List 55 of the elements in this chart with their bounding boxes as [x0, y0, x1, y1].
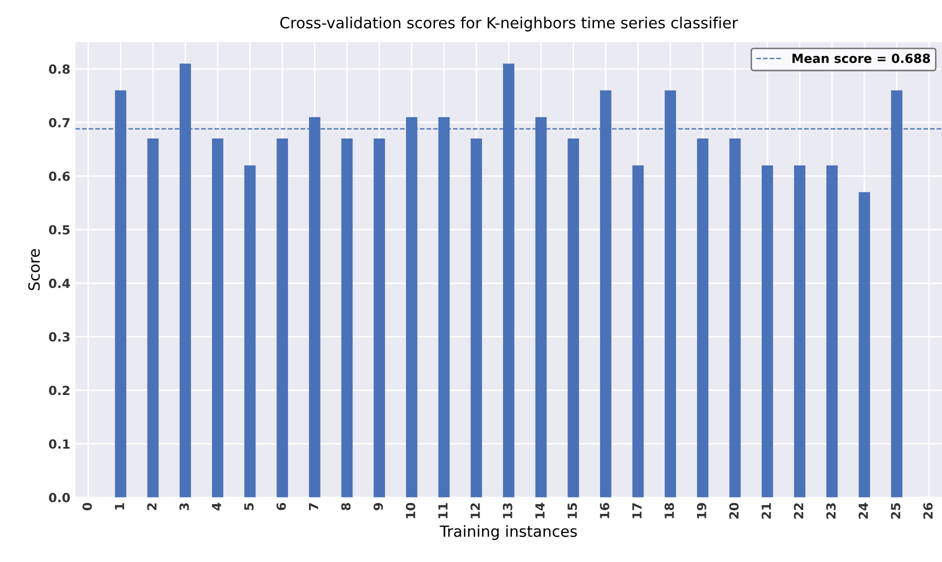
x-tick-label: 1	[114, 503, 124, 510]
x-tick-label: 17	[632, 503, 642, 518]
y-tick-label: 0.7	[48, 118, 70, 128]
bar	[762, 165, 774, 498]
x-tick-label: 6	[276, 502, 286, 510]
x-tick-label: 9	[374, 503, 383, 510]
bar	[794, 165, 806, 498]
y-tick-label: 0.8	[48, 64, 70, 74]
bar	[276, 138, 288, 498]
x-tick-label: 16	[600, 502, 610, 518]
y-tick-label: 0.3	[48, 332, 70, 342]
y-tick-label: 0.1	[48, 439, 70, 449]
x-tick-label: 23	[826, 503, 836, 519]
chart-title: Cross-validation scores for K-neighbors time series classifier	[280, 16, 738, 32]
x-axis-title: Training instances	[440, 525, 577, 540]
bar	[470, 138, 482, 498]
bar	[729, 138, 741, 498]
x-tick-label: 13	[502, 503, 512, 518]
bar	[826, 165, 838, 498]
bar	[374, 138, 385, 498]
x-tick-label: 15	[568, 503, 577, 518]
y-tick-label: 0.5	[48, 225, 70, 235]
x-tick-label: 11	[438, 503, 448, 518]
x-tick-label: 25	[890, 503, 900, 519]
legend-label: Mean score = 0.688	[792, 54, 930, 64]
bar	[244, 165, 256, 498]
x-tick-label: 18	[664, 503, 674, 518]
x-tick-label: 2	[147, 503, 156, 510]
bar	[212, 138, 224, 498]
y-axis-title: Score	[28, 249, 40, 290]
x-tick-label: 7	[308, 503, 318, 510]
x-tick-label: 3	[179, 503, 189, 510]
x-tick-label: 21	[762, 503, 771, 519]
bar	[147, 138, 159, 498]
x-tick-label: 14	[535, 502, 544, 518]
x-tick-label: 20	[729, 502, 739, 519]
x-tick-label: 26	[923, 502, 933, 519]
x-tick-label: 24	[858, 502, 868, 519]
x-tick-label: 4	[212, 502, 222, 510]
x-tick-label: 12	[470, 503, 480, 518]
y-tick-label: 0.2	[48, 386, 70, 396]
x-tick-label: 10	[406, 502, 416, 518]
x-tick-label: 5	[244, 503, 254, 510]
y-tick-label: 0.6	[48, 172, 70, 181]
x-tick-label: 8	[341, 503, 351, 510]
bar	[568, 138, 580, 498]
y-tick-label: 0.0	[48, 492, 70, 502]
bar	[632, 165, 644, 498]
bar	[697, 138, 708, 498]
bar	[341, 138, 353, 498]
y-tick-label: 0.4	[48, 278, 70, 288]
bar	[858, 192, 870, 498]
x-tick-label: 0	[82, 502, 92, 510]
x-tick-label: 19	[696, 503, 706, 518]
x-tick-label: 22	[794, 503, 804, 519]
